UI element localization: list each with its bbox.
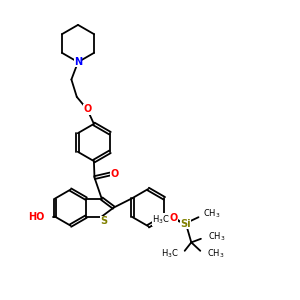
- Text: CH$_3$: CH$_3$: [207, 248, 224, 260]
- Text: Si: Si: [181, 219, 191, 229]
- Text: H$_3$C: H$_3$C: [161, 248, 179, 260]
- Text: O: O: [83, 104, 92, 115]
- Text: S: S: [100, 216, 107, 226]
- Text: HO: HO: [28, 212, 44, 222]
- Text: CH$_3$: CH$_3$: [203, 207, 220, 220]
- Text: H$_3$C: H$_3$C: [152, 213, 169, 226]
- Text: CH$_3$: CH$_3$: [208, 231, 225, 243]
- Text: N: N: [74, 57, 82, 67]
- Text: O: O: [110, 169, 119, 179]
- Text: O: O: [169, 213, 177, 224]
